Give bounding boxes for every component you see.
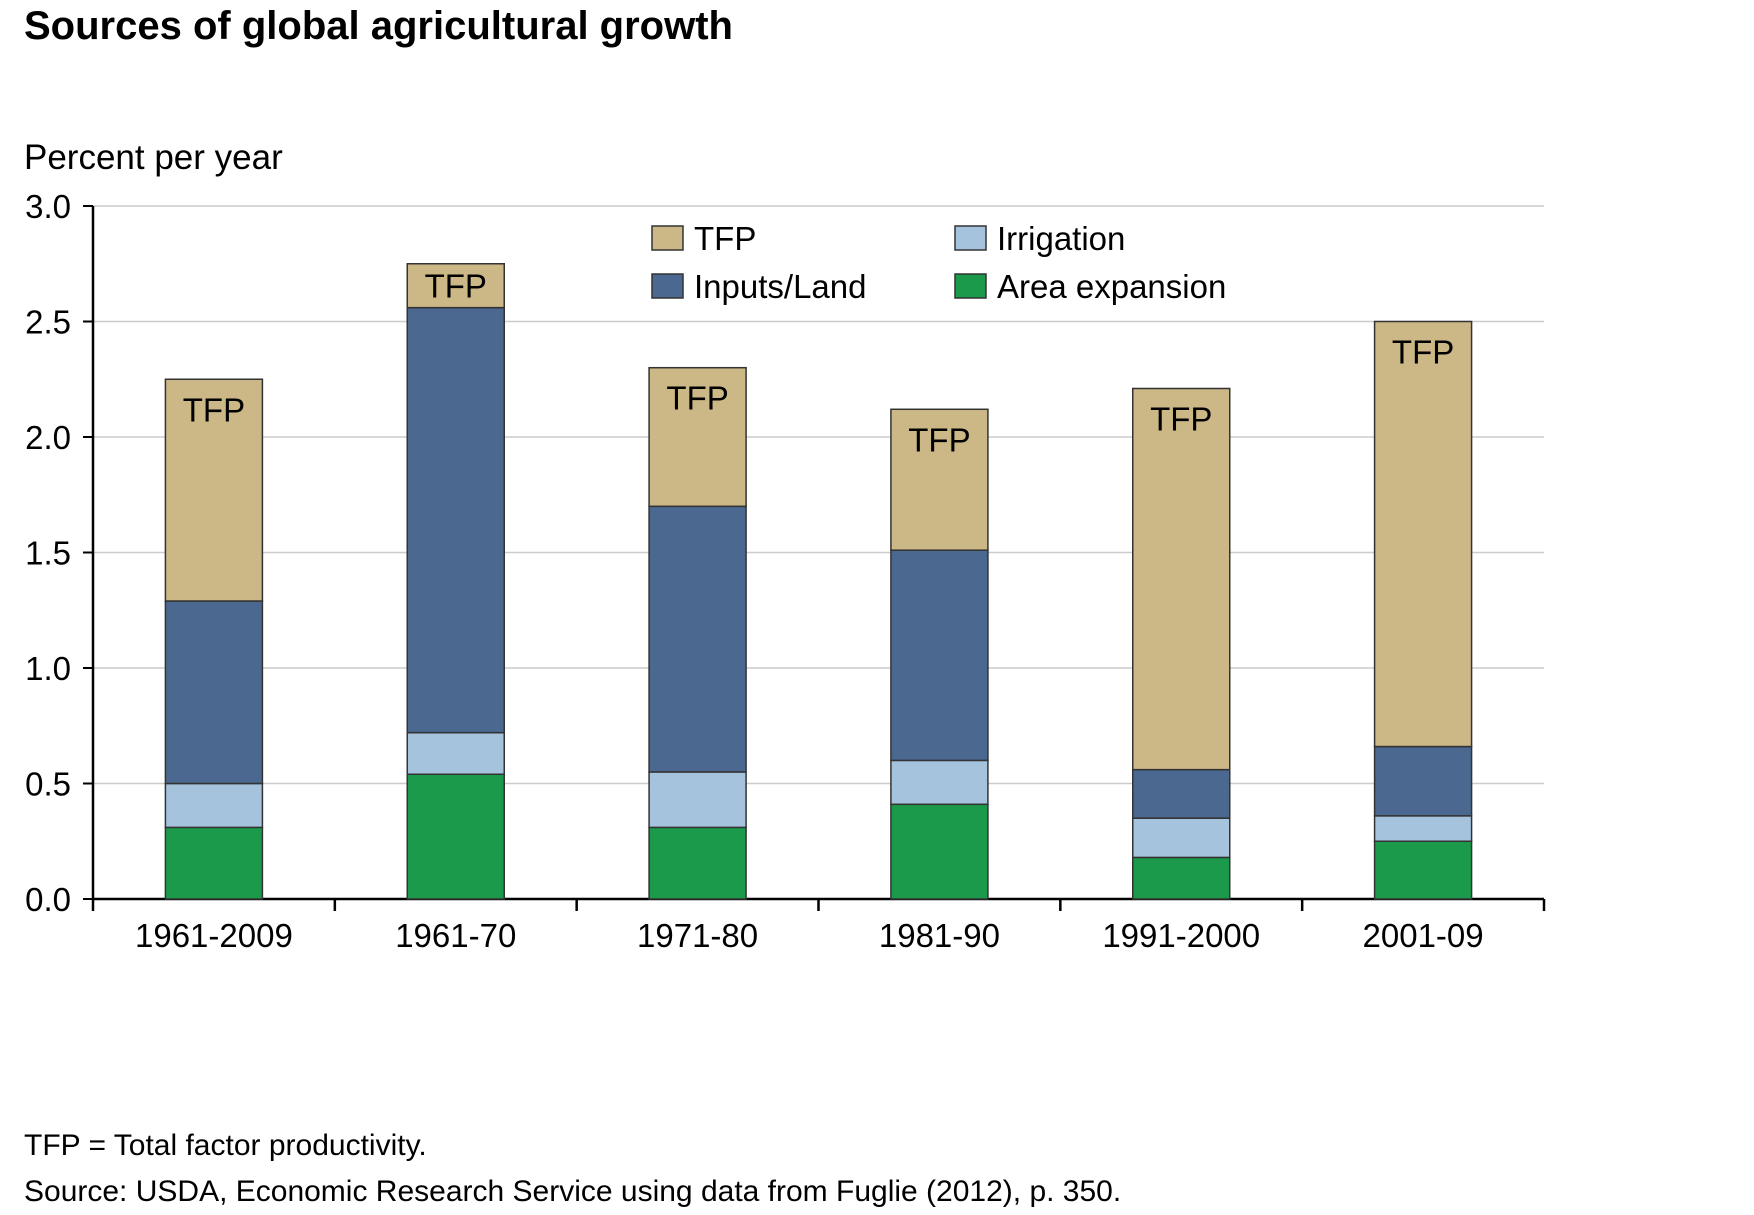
bar-inputs-land-1971-80	[648, 505, 747, 773]
y-tick-label: 2.0	[25, 419, 71, 456]
source-note: Source: USDA, Economic Research Service …	[24, 1175, 1122, 1208]
bar-tfp-label-1981-90: TFP	[908, 421, 970, 458]
bar-tfp-1961-70	[406, 263, 505, 309]
legend-label-inputs-land: Inputs/Land	[694, 268, 866, 305]
legend-swatch-tfp	[651, 225, 684, 251]
chart-title: Sources of global agricultural growth	[24, 4, 733, 48]
bar-irrigation-1961-70	[406, 731, 505, 776]
y-tick-label: 1.5	[25, 535, 71, 572]
bar-irrigation-1961-2009	[164, 782, 264, 829]
bar-tfp-label-1961-2009: TFP	[183, 391, 245, 428]
bar-tfp-1971-80	[648, 366, 747, 508]
x-tick-label: 2001-09	[1363, 917, 1484, 954]
legend-swatch-irrigation	[954, 225, 987, 251]
y-tick-label: 0.5	[25, 766, 71, 803]
bar-tfp-2001-09	[1373, 320, 1473, 748]
bar-area-expansion-1961-2009	[164, 826, 264, 900]
bar-area-expansion-1981-90	[890, 803, 989, 900]
bar-tfp-1961-2009	[164, 378, 264, 602]
bar-area-expansion-1961-70	[406, 773, 505, 900]
bar-tfp-label-1991-2000: TFP	[1150, 400, 1212, 437]
bar-irrigation-2001-09	[1373, 815, 1473, 843]
bar-inputs-land-1991-2000	[1132, 768, 1231, 819]
legend-label-tfp: TFP	[694, 220, 756, 257]
y-tick-label: 3.0	[25, 188, 71, 225]
y-tick-label: 1.0	[25, 650, 71, 687]
legend-label-area-expansion: Area expansion	[997, 268, 1226, 305]
bar-tfp-label-1971-80: TFP	[666, 380, 728, 417]
bar-irrigation-1971-80	[648, 771, 747, 829]
bar-tfp-1991-2000	[1132, 387, 1231, 771]
bar-inputs-land-1961-70	[406, 306, 505, 734]
legend-swatch-inputs-land	[651, 273, 684, 299]
bar-tfp-label-1961-70: TFP	[425, 268, 487, 305]
y-tick-label: 2.5	[25, 304, 71, 341]
legend-label-irrigation: Irrigation	[997, 220, 1125, 257]
bar-inputs-land-1961-2009	[164, 600, 264, 785]
x-tick-label: 1981-90	[879, 917, 1000, 954]
x-tick-label: 1961-70	[395, 917, 516, 954]
bar-tfp-label-2001-09: TFP	[1392, 334, 1454, 371]
bar-area-expansion-2001-09	[1373, 840, 1473, 900]
y-tick-label: 0.0	[25, 881, 71, 918]
x-tick-label: 1991-2000	[1102, 917, 1260, 954]
x-tick-label: 1971-80	[637, 917, 758, 954]
chart-notes: TFP = Total factor productivity. Source:…	[24, 1123, 1121, 1215]
bar-irrigation-1981-90	[890, 759, 989, 806]
y-axis-label: Percent per year	[24, 138, 283, 177]
bar-inputs-land-2001-09	[1373, 745, 1473, 817]
bar-inputs-land-1981-90	[890, 549, 989, 762]
legend-swatch-area-expansion	[954, 273, 987, 299]
tfp-definition-note: TFP = Total factor productivity.	[24, 1129, 427, 1162]
bar-area-expansion-1991-2000	[1132, 856, 1231, 900]
bar-tfp-1981-90	[890, 408, 989, 551]
x-tick-label: 1961-2009	[135, 917, 293, 954]
bar-area-expansion-1971-80	[648, 826, 747, 900]
bar-irrigation-1991-2000	[1132, 817, 1231, 859]
